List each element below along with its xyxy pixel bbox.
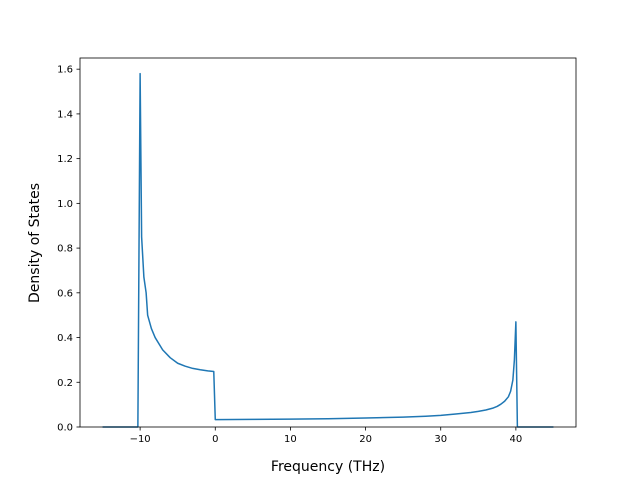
y-tick-label: 0.0 bbox=[57, 423, 73, 434]
x-tick-label: 30 bbox=[434, 434, 447, 445]
x-axis-ticks: −10 0 10 20 30 40 bbox=[130, 427, 523, 445]
axes-frame bbox=[79, 57, 577, 428]
y-tick-label: 1.2 bbox=[57, 154, 73, 165]
plot-area bbox=[79, 57, 577, 428]
y-axis-ticks: 0.0 0.2 0.4 0.6 0.8 1.0 1.2 1.4 1.6 bbox=[57, 65, 80, 434]
x-axis-label: Frequency (THz) bbox=[271, 459, 385, 475]
y-tick-label: 1.6 bbox=[57, 65, 73, 76]
x-tick-label: 20 bbox=[359, 434, 372, 445]
y-axis-label: Density of States bbox=[27, 183, 43, 303]
x-tick-label: 40 bbox=[510, 434, 523, 445]
y-tick-label: 0.6 bbox=[57, 288, 73, 299]
x-tick-label: 0 bbox=[212, 434, 218, 445]
y-tick-label: 1.0 bbox=[57, 199, 73, 210]
x-tick-label: 10 bbox=[284, 434, 297, 445]
y-tick-label: 0.4 bbox=[57, 333, 73, 344]
x-tick-label: −10 bbox=[130, 434, 151, 445]
y-tick-label: 0.2 bbox=[57, 378, 73, 389]
y-tick-label: 1.4 bbox=[57, 109, 73, 120]
series-line-0 bbox=[102, 72, 554, 428]
y-tick-label: 0.8 bbox=[57, 244, 73, 255]
